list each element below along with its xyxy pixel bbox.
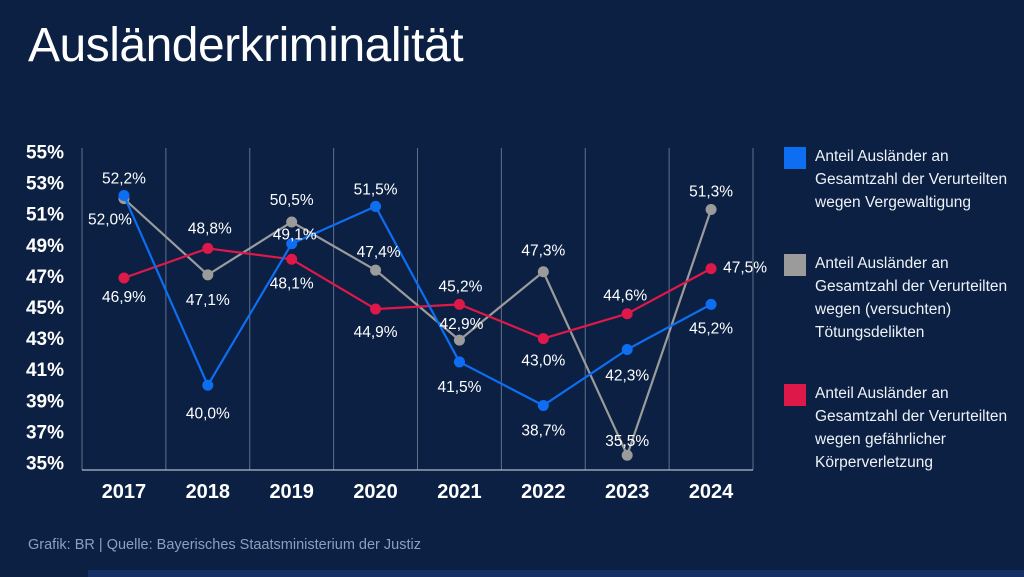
data-point-red-2017 <box>118 272 130 284</box>
data-point-blue-2017 <box>118 190 130 202</box>
value-label-blue-2021: 41,5% <box>437 379 481 396</box>
legend-label-toetungsdelikte: Anteil Ausländer an Gesamtzahl der Verur… <box>815 255 1008 341</box>
value-label-red-2018: 48,8% <box>188 220 232 237</box>
y-tick-label: 55% <box>26 143 64 164</box>
legend-label-vergewaltigung: Anteil Ausländer an Gesamtzahl der Verur… <box>815 148 1008 211</box>
x-axis-year-label: 2024 <box>689 481 734 503</box>
legend-swatch-gray <box>784 254 806 276</box>
data-point-blue-2022 <box>537 399 549 411</box>
y-tick-label: 47% <box>26 267 64 288</box>
y-tick-label: 43% <box>26 329 64 350</box>
series-line-blue <box>122 195 712 407</box>
value-label-gray-2021: 42,9% <box>439 316 483 333</box>
value-label-red-2022: 43,0% <box>521 353 565 370</box>
data-point-gray-2023 <box>621 449 633 461</box>
data-point-blue-2023 <box>621 343 633 355</box>
legend-item-toetungsdelikte: Anteil Ausländer an Gesamtzahl der Verur… <box>784 252 1016 344</box>
x-axis-year-label: 2021 <box>437 481 482 503</box>
legend-label-koerperverletzung: Anteil Ausländer an Gesamtzahl der Verur… <box>815 385 1008 471</box>
value-label-blue-2019: 49,1% <box>273 227 317 244</box>
x-axis-year-label: 2020 <box>353 481 398 503</box>
data-point-gray-2020 <box>370 264 382 276</box>
data-point-gray-2019 <box>286 216 298 228</box>
value-label-red-2019: 48,1% <box>270 275 314 292</box>
value-label-gray-2024: 51,3% <box>689 184 733 201</box>
value-label-red-2020: 44,9% <box>354 324 398 341</box>
x-axis-year-label: 2019 <box>269 481 314 503</box>
data-point-blue-2018 <box>202 379 214 391</box>
value-label-gray-2017: 52,0% <box>88 212 132 229</box>
value-label-red-2021: 45,2% <box>438 278 482 295</box>
x-axis-year-label: 2022 <box>521 481 566 503</box>
data-point-red-2022 <box>537 333 549 345</box>
data-point-blue-2021 <box>453 356 465 368</box>
data-point-red-2018 <box>202 242 214 254</box>
y-tick-label: 37% <box>26 422 64 443</box>
series-line-red <box>123 247 712 340</box>
data-point-red-2020 <box>370 303 382 315</box>
data-point-red-2019 <box>286 253 298 265</box>
data-point-blue-2024 <box>705 298 717 310</box>
y-tick-label: 45% <box>26 298 64 319</box>
value-label-blue-2017: 52,2% <box>102 171 146 188</box>
value-label-gray-2022: 47,3% <box>521 243 565 260</box>
data-point-red-2023 <box>621 308 633 320</box>
page-title: Ausländerkriminalität <box>28 19 464 72</box>
x-axis-year-label: 2017 <box>102 481 147 503</box>
legend-swatch-red <box>784 384 806 406</box>
value-label-red-2024: 47,5% <box>723 260 767 277</box>
value-label-gray-2020: 47,4% <box>357 244 401 261</box>
data-point-gray-2021 <box>453 334 465 346</box>
x-axis-year-label: 2018 <box>186 481 231 503</box>
value-label-blue-2020: 51,5% <box>354 181 398 198</box>
bottom-accent-bar <box>88 570 1024 577</box>
legend-item-koerperverletzung: Anteil Ausländer an Gesamtzahl der Verur… <box>784 382 1016 474</box>
legend-item-vergewaltigung: Anteil Ausländer an Gesamtzahl der Verur… <box>784 145 1016 214</box>
data-point-blue-2019 <box>286 238 298 250</box>
y-tick-label: 35% <box>26 454 64 475</box>
value-label-gray-2019: 50,5% <box>270 192 314 209</box>
value-label-red-2017: 46,9% <box>102 289 146 306</box>
value-label-gray-2018: 47,1% <box>186 292 230 309</box>
value-label-gray-2023: 35,5% <box>605 433 649 450</box>
y-tick-label: 51% <box>26 205 64 226</box>
data-point-gray-2022 <box>537 266 549 278</box>
y-tick-label: 53% <box>26 174 64 195</box>
data-point-blue-2020 <box>370 200 382 212</box>
data-point-red-2024 <box>705 263 717 275</box>
y-tick-label: 49% <box>26 236 64 257</box>
data-point-red-2021 <box>453 298 465 310</box>
value-label-blue-2023: 42,3% <box>605 367 649 384</box>
y-tick-label: 41% <box>26 360 64 381</box>
y-tick-label: 39% <box>26 391 64 412</box>
value-label-blue-2022: 38,7% <box>521 422 565 439</box>
data-point-gray-2018 <box>202 269 214 281</box>
value-label-blue-2018: 40,0% <box>186 405 230 422</box>
legend: Anteil Ausländer an Gesamtzahl der Verur… <box>784 145 1016 512</box>
data-point-gray-2024 <box>705 204 717 216</box>
source-credit: Grafik: BR | Quelle: Bayerisches Staatsm… <box>28 537 421 553</box>
x-axis-year-label: 2023 <box>605 481 650 503</box>
legend-swatch-blue <box>784 147 806 169</box>
series-line-gray <box>123 197 713 457</box>
value-label-red-2023: 44,6% <box>603 288 647 305</box>
value-label-blue-2024: 45,2% <box>689 320 733 337</box>
